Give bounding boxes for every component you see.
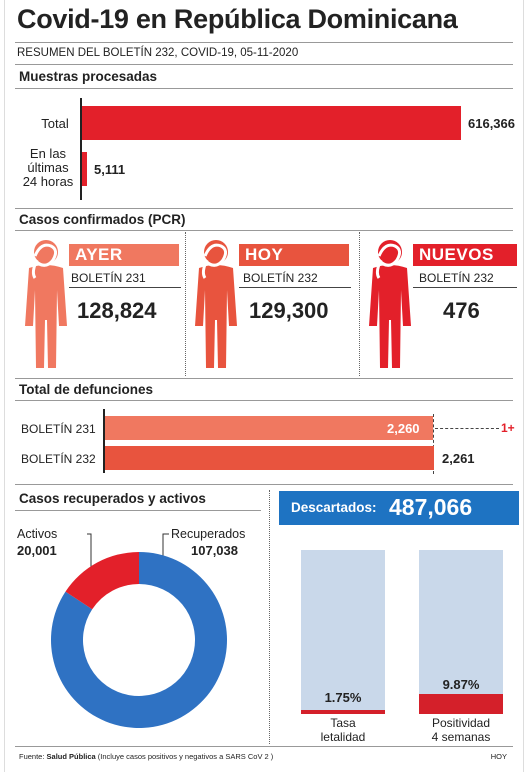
case-ayer-rule [69, 287, 181, 288]
tasa-letalidad-fill [301, 710, 385, 714]
recuperados-leader [162, 533, 169, 564]
page-subtitle: RESUMEN DEL BOLETÍN 232, COVID-19, 05-11… [17, 47, 299, 59]
case-separator [359, 232, 360, 376]
positividad-column [419, 550, 503, 714]
positividad-fill [419, 694, 503, 714]
activos-value: 20,001 [17, 543, 57, 558]
muestras-heading: Muestras procesadas [19, 69, 158, 84]
title-rule [15, 42, 513, 43]
case-ayer-tag: AYER [69, 244, 179, 266]
donut-chart [51, 533, 228, 728]
muestras-total-value: 616,366 [468, 116, 515, 131]
case-ayer: AYER BOLETÍN 231 128,824 [15, 230, 183, 378]
defunciones-diff-line [435, 428, 499, 429]
descartados-value: 487,066 [389, 494, 473, 520]
tasa-letalidad-value: 1.75% [324, 690, 362, 705]
activos-leader [87, 533, 92, 568]
casos-top-rule [15, 208, 513, 209]
defunciones-rule [15, 400, 513, 401]
bottom-separator [269, 490, 270, 744]
case-nuevos: NUEVOS BOLETÍN 232 476 [363, 230, 519, 378]
person-icon [195, 240, 237, 368]
subtitle-rule [15, 64, 513, 65]
case-nuevos-rule [413, 287, 517, 288]
defunciones-value-232: 2,261 [442, 451, 475, 466]
footer-source: Fuente: Salud Pública (Incluye casos pos… [19, 752, 274, 761]
person-icon [369, 240, 411, 368]
muestras-axis [80, 98, 82, 200]
defunciones-diff: 1+ [501, 421, 515, 435]
case-hoy: HOY BOLETÍN 232 129,300 [189, 230, 357, 378]
defunciones-row-label: BOLETÍN 232 [21, 452, 96, 466]
case-separator [185, 232, 186, 376]
footer-rule [15, 746, 513, 747]
case-hoy-tag: HOY [239, 244, 349, 266]
case-nuevos-value: 476 [443, 298, 480, 323]
case-hoy-bulletin: BOLETÍN 232 [243, 271, 318, 285]
person-icon [25, 240, 67, 368]
recuperados-label: Recuperados [171, 527, 246, 541]
muestras-total-label: Total [41, 116, 69, 131]
recuperados-heading: Casos recuperados y activos [19, 491, 206, 506]
case-nuevos-tag: NUEVOS [413, 244, 517, 266]
defunciones-top-rule [15, 378, 513, 379]
muestras-total-bar [82, 106, 461, 140]
positividad-label: Positividad 4 semanas [431, 716, 491, 744]
defunciones-heading: Total de defunciones [19, 382, 154, 397]
defunciones-value-231: 2,260 [387, 421, 420, 436]
recuperados-value: 107,038 [191, 543, 238, 558]
infographic-frame: Covid-19 en República Dominicana RESUMEN… [4, 0, 524, 772]
muestras-last24-bar [82, 152, 87, 186]
tasa-letalidad-label: Tasa letalidad [320, 716, 366, 744]
tasa-letalidad-column [301, 550, 385, 714]
case-ayer-value: 128,824 [77, 298, 157, 323]
muestras-rule [15, 88, 513, 89]
defunciones-bar-232 [105, 446, 434, 470]
donut-segment-activos [65, 552, 139, 610]
footer-credit: HOY [490, 752, 507, 761]
descartados-label: Descartados: [291, 500, 377, 515]
donut-segment-recuperados [51, 552, 228, 728]
case-ayer-bulletin: BOLETÍN 231 [71, 271, 146, 285]
defunciones-bar-231 [105, 416, 433, 440]
descartados-box: Descartados: 487,066 [279, 491, 519, 525]
case-nuevos-bulletin: BOLETÍN 232 [419, 271, 494, 285]
page-title: Covid-19 en República Dominicana [17, 4, 458, 34]
casos-heading: Casos confirmados (PCR) [19, 212, 186, 227]
recuperados-rule [15, 510, 261, 511]
recuperados-top-rule [15, 484, 513, 485]
muestras-last24-label: En las últimas 24 horas [22, 146, 74, 189]
positividad-value: 9.87% [442, 677, 480, 692]
defunciones-axis [103, 409, 105, 473]
case-hoy-value: 129,300 [249, 298, 329, 323]
muestras-last24-value: 5,111 [94, 162, 126, 177]
activos-label: Activos [17, 527, 58, 541]
casos-rule [15, 230, 513, 231]
case-hoy-rule [239, 287, 351, 288]
defunciones-row-label: BOLETÍN 231 [21, 422, 96, 436]
defunciones-guide [433, 414, 434, 474]
